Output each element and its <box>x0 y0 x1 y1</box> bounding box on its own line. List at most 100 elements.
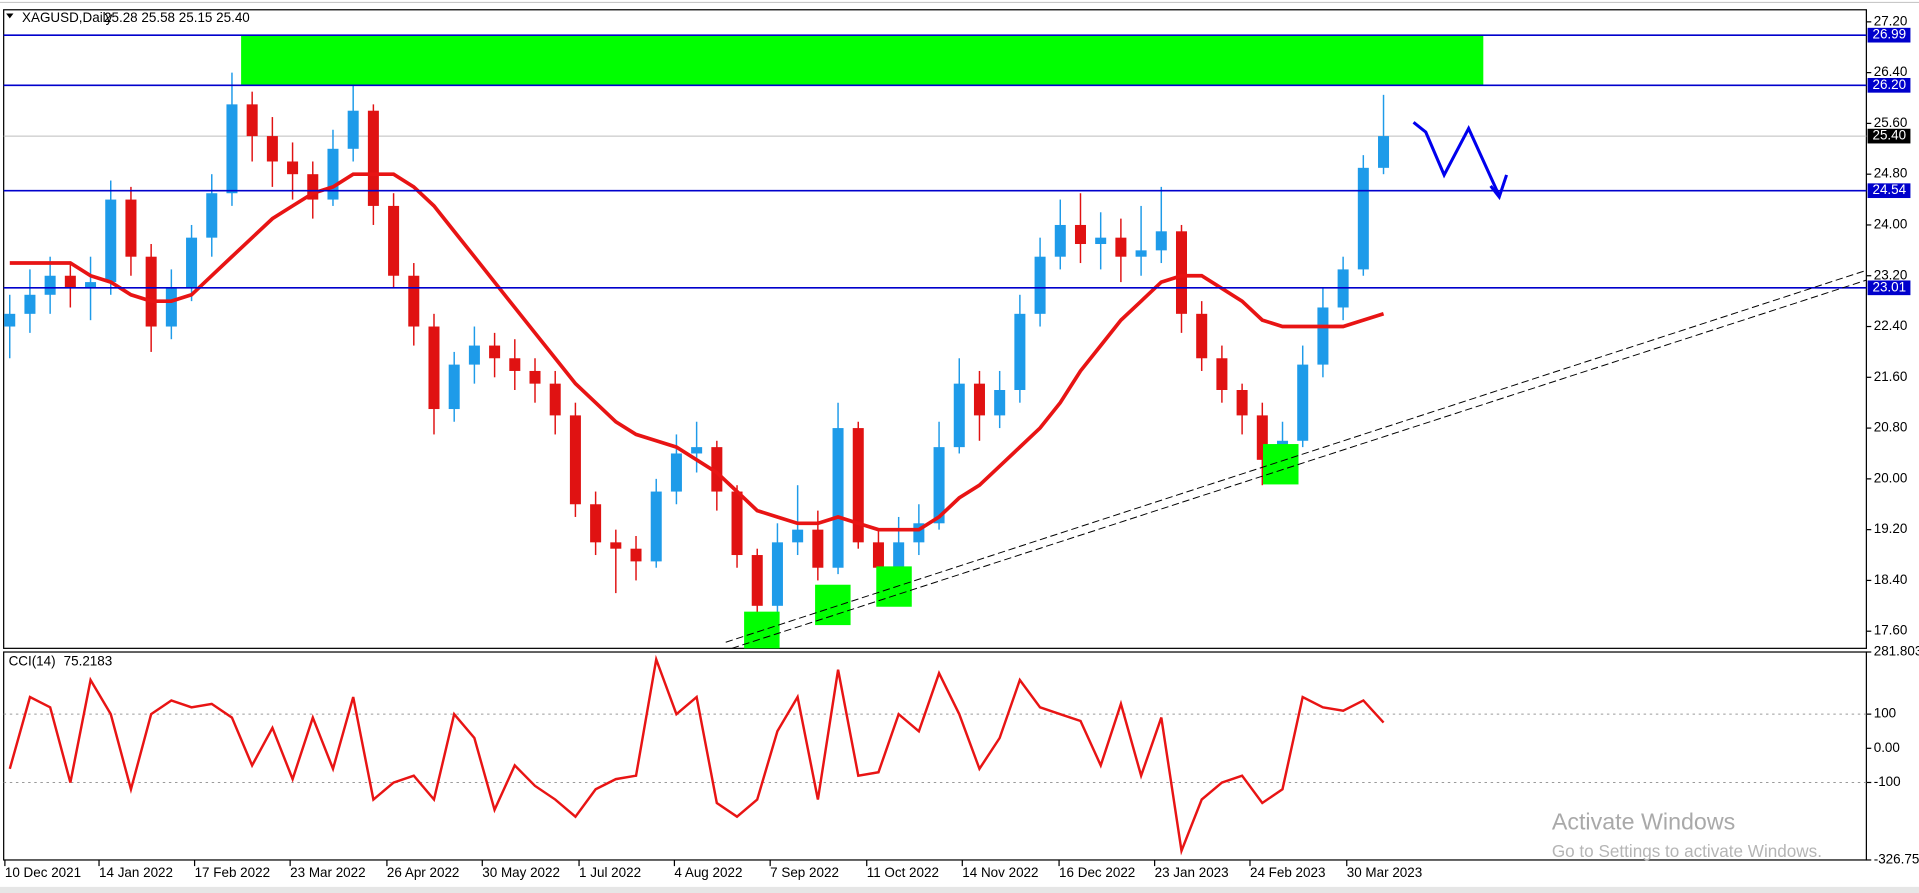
candle-body <box>1317 307 1329 365</box>
candle-body <box>1236 390 1248 416</box>
x-tick-label: 1 Jul 2022 <box>579 865 641 880</box>
marks-layer <box>3 34 1867 856</box>
candle-body <box>428 326 440 410</box>
candle-body <box>1155 231 1167 251</box>
candle-body <box>872 542 884 568</box>
candle-body <box>85 282 97 289</box>
x-tick-label: 4 Aug 2022 <box>674 865 742 880</box>
candle-body <box>953 383 965 448</box>
arrow-head <box>1489 174 1509 201</box>
candle-body <box>1357 167 1369 270</box>
candle-body <box>266 136 278 162</box>
candle-body <box>590 504 602 543</box>
cci-value: 75.2183 <box>64 653 113 668</box>
candle-body <box>24 294 36 314</box>
candle-body <box>973 383 985 416</box>
trend-line <box>731 279 1867 649</box>
y-tick-label: 22.40 <box>1874 318 1908 333</box>
candle-body <box>994 390 1006 416</box>
y-tick-label: 25.60 <box>1874 115 1908 130</box>
scrollbar <box>0 886 1919 893</box>
ohlc-values: 25.28 25.58 25.15 25.40 <box>104 10 250 25</box>
level-label: 23.01 <box>1872 279 1906 294</box>
x-tick-label: 26 Apr 2022 <box>387 865 460 880</box>
y-tick-label: 27.20 <box>1874 13 1908 28</box>
candle-body <box>125 199 137 257</box>
y-tick-label: -100 <box>1874 774 1901 789</box>
y-tick-label: 17.60 <box>1874 623 1908 638</box>
x-tick-label: 11 Oct 2022 <box>867 865 939 880</box>
symbol-title: XAGUSD,Daily <box>22 10 113 25</box>
level-label-box <box>1867 77 1911 93</box>
x-tick-label: 24 Feb 2023 <box>1250 865 1325 880</box>
candle-body <box>1074 224 1086 245</box>
forecast-arrow <box>1412 121 1501 197</box>
candle-body <box>408 275 420 327</box>
candle-body <box>468 345 480 365</box>
x-tick-label: 30 Mar 2023 <box>1347 865 1422 880</box>
y-tick-label: 24.00 <box>1874 217 1908 232</box>
resistance-zone <box>241 35 1484 86</box>
candle-body <box>1297 364 1309 441</box>
low-marker <box>876 566 912 607</box>
candle-body <box>1095 237 1107 245</box>
candle-body <box>832 428 844 568</box>
candle-body <box>4 313 16 327</box>
candle-body <box>1378 136 1390 168</box>
cci-panel <box>3 651 1867 861</box>
y-tick-label: 18.40 <box>1874 572 1908 587</box>
menu-arrow <box>6 13 14 19</box>
level-label: 24.54 <box>1872 182 1906 197</box>
x-tick-label: 16 Dec 2022 <box>1059 865 1135 880</box>
y-tick-label: -326.754 <box>1874 852 1919 867</box>
candle-body <box>711 447 723 492</box>
candle-body <box>105 199 117 283</box>
candle-body <box>44 275 56 295</box>
candle-body <box>913 523 925 543</box>
candle-body <box>165 288 177 327</box>
candle-body <box>731 491 743 556</box>
x-tick-label: 30 May 2022 <box>482 865 560 880</box>
candle-body <box>852 428 864 543</box>
x-tick-label: 14 Nov 2022 <box>962 865 1038 880</box>
candle-body <box>610 542 622 549</box>
candle-body <box>509 358 521 371</box>
low-marker <box>815 584 851 626</box>
candle-body <box>1175 231 1188 314</box>
y-tick-label: 20.80 <box>1874 420 1908 435</box>
candle-body <box>630 548 642 562</box>
trend-line <box>725 269 1867 643</box>
candle-body <box>145 256 157 327</box>
level-label-box <box>1867 27 1911 43</box>
candle-body <box>206 193 218 238</box>
x-tick-label: 23 Mar 2022 <box>290 865 365 880</box>
y-tick-label: 20.00 <box>1874 470 1908 485</box>
x-tick-label: 7 Sep 2022 <box>770 865 839 880</box>
watermark-title: Activate Windows <box>1552 808 1735 834</box>
y-tick-label: 281.803 <box>1874 644 1919 659</box>
y-tick-label: 24.80 <box>1874 166 1908 181</box>
candle-body <box>1135 250 1147 257</box>
cci-line <box>8 654 1385 856</box>
x-tick-label: 14 Jan 2022 <box>99 865 173 880</box>
candle-body <box>650 491 662 562</box>
candle-body <box>367 110 379 206</box>
candle-body <box>569 415 581 505</box>
candle-body <box>529 370 541 384</box>
price-panel <box>3 9 1867 649</box>
y-tick-label: 21.60 <box>1874 369 1908 384</box>
level-label-box <box>1867 183 1911 199</box>
x-tick-label: 17 Feb 2022 <box>195 865 270 880</box>
candle-body <box>287 161 299 175</box>
annotations <box>725 121 1867 649</box>
x-tick-label: 10 Dec 2021 <box>5 865 81 880</box>
candle-body <box>307 174 319 200</box>
candle-body <box>751 555 763 606</box>
y-tick-label: 23.20 <box>1874 267 1908 282</box>
candle-body <box>226 104 238 194</box>
candle-body <box>1216 358 1228 391</box>
price-label-box <box>1867 128 1911 144</box>
price-label: 25.40 <box>1872 128 1906 143</box>
candle-body <box>1115 237 1127 257</box>
